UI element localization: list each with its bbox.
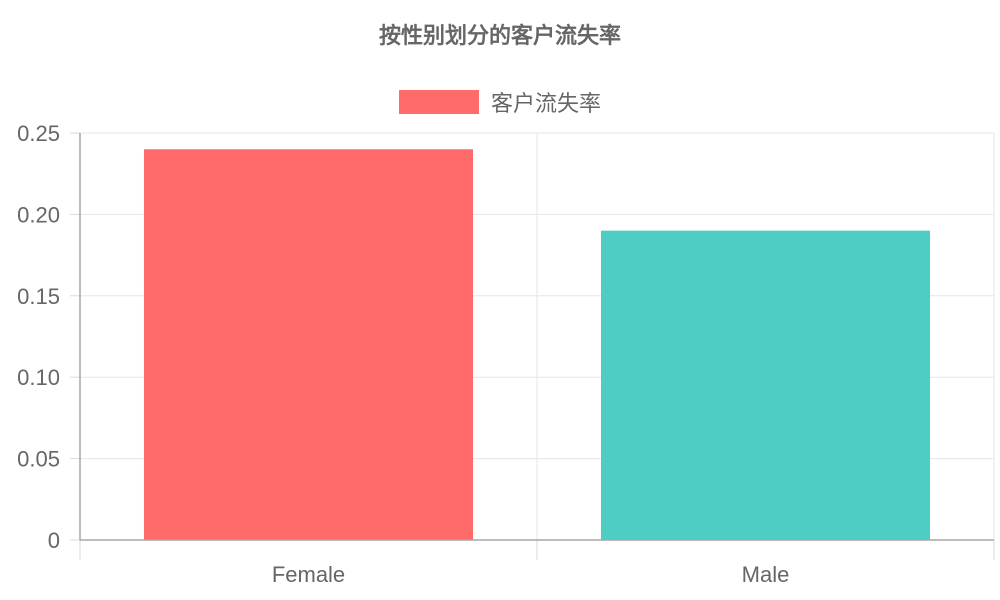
bar-male <box>600 230 931 540</box>
y-tick-label: 0.05 <box>17 447 60 472</box>
y-tick-label: 0.20 <box>17 202 60 227</box>
legend-label: 客户流失率 <box>490 92 601 117</box>
bar-female <box>143 149 474 540</box>
x-tick-label: Male <box>742 562 790 587</box>
axes: 0 0.05 0.10 0.15 0.20 0.25 Female Male <box>17 121 995 587</box>
legend-swatch <box>398 90 479 114</box>
y-tick-label: 0.10 <box>17 365 60 390</box>
legend[interactable]: 客户流失率 <box>0 86 1000 118</box>
chart-title: 按性别划分的客户流失率 <box>378 24 621 49</box>
bars <box>143 149 931 540</box>
y-tick-label: 0.15 <box>17 284 60 309</box>
y-tick-label: 0.25 <box>17 121 60 146</box>
y-tick-label: 0 <box>48 528 60 553</box>
x-tick-label: Female <box>272 562 345 587</box>
